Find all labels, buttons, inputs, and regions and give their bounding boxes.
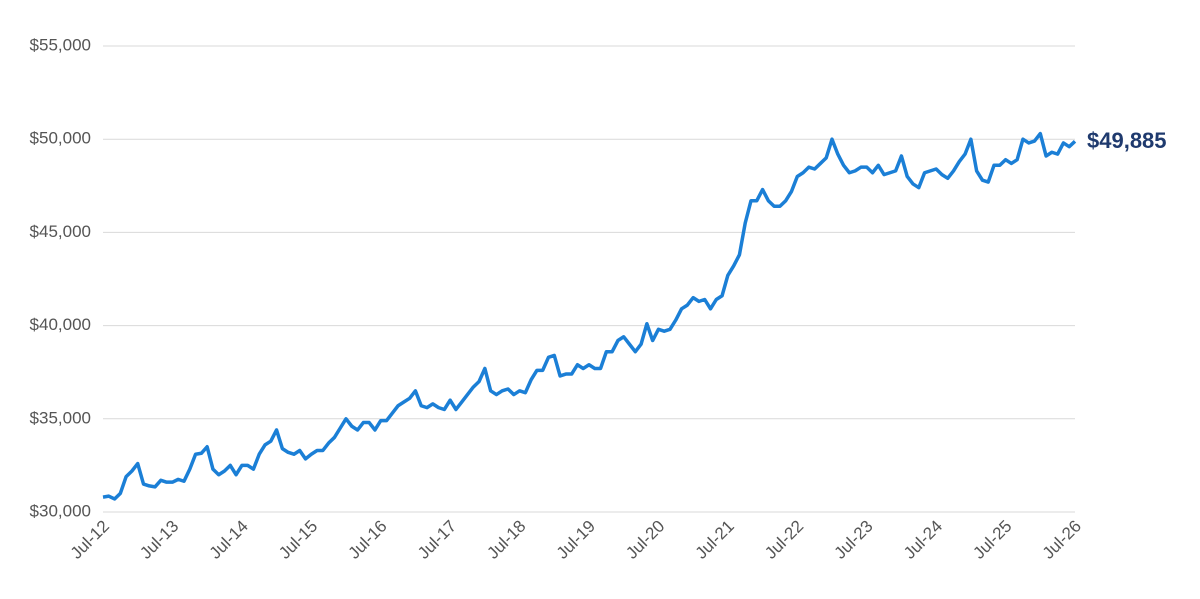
x-tick-label: Jul-14 xyxy=(206,517,252,563)
x-tick-label: Jul-13 xyxy=(136,517,182,563)
y-tick-label: $35,000 xyxy=(30,408,91,427)
x-tick-label: Jul-19 xyxy=(553,517,599,563)
x-tick-label: Jul-18 xyxy=(483,517,529,563)
y-tick-label: $50,000 xyxy=(30,129,91,148)
x-tick-label: Jul-20 xyxy=(622,517,668,563)
x-tick-label: Jul-22 xyxy=(761,517,807,563)
y-tick-label: $30,000 xyxy=(30,501,91,520)
x-tick-label: Jul-16 xyxy=(345,517,391,563)
x-tick-label: Jul-12 xyxy=(67,517,113,563)
x-tick-label: Jul-15 xyxy=(275,517,321,563)
x-tick-label: Jul-26 xyxy=(1039,517,1085,563)
x-tick-label: Jul-21 xyxy=(692,517,738,563)
value-label: $49,885 xyxy=(1087,128,1167,153)
x-tick-label: Jul-17 xyxy=(414,517,460,563)
x-tick-label: Jul-25 xyxy=(969,517,1015,563)
y-tick-label: $55,000 xyxy=(30,35,91,54)
y-tick-label: $40,000 xyxy=(30,315,91,334)
x-tick-label: Jul-23 xyxy=(831,517,877,563)
data-line xyxy=(102,131,1077,501)
x-tick-label: Jul-24 xyxy=(900,517,946,563)
y-tick-label: $45,000 xyxy=(30,222,91,241)
